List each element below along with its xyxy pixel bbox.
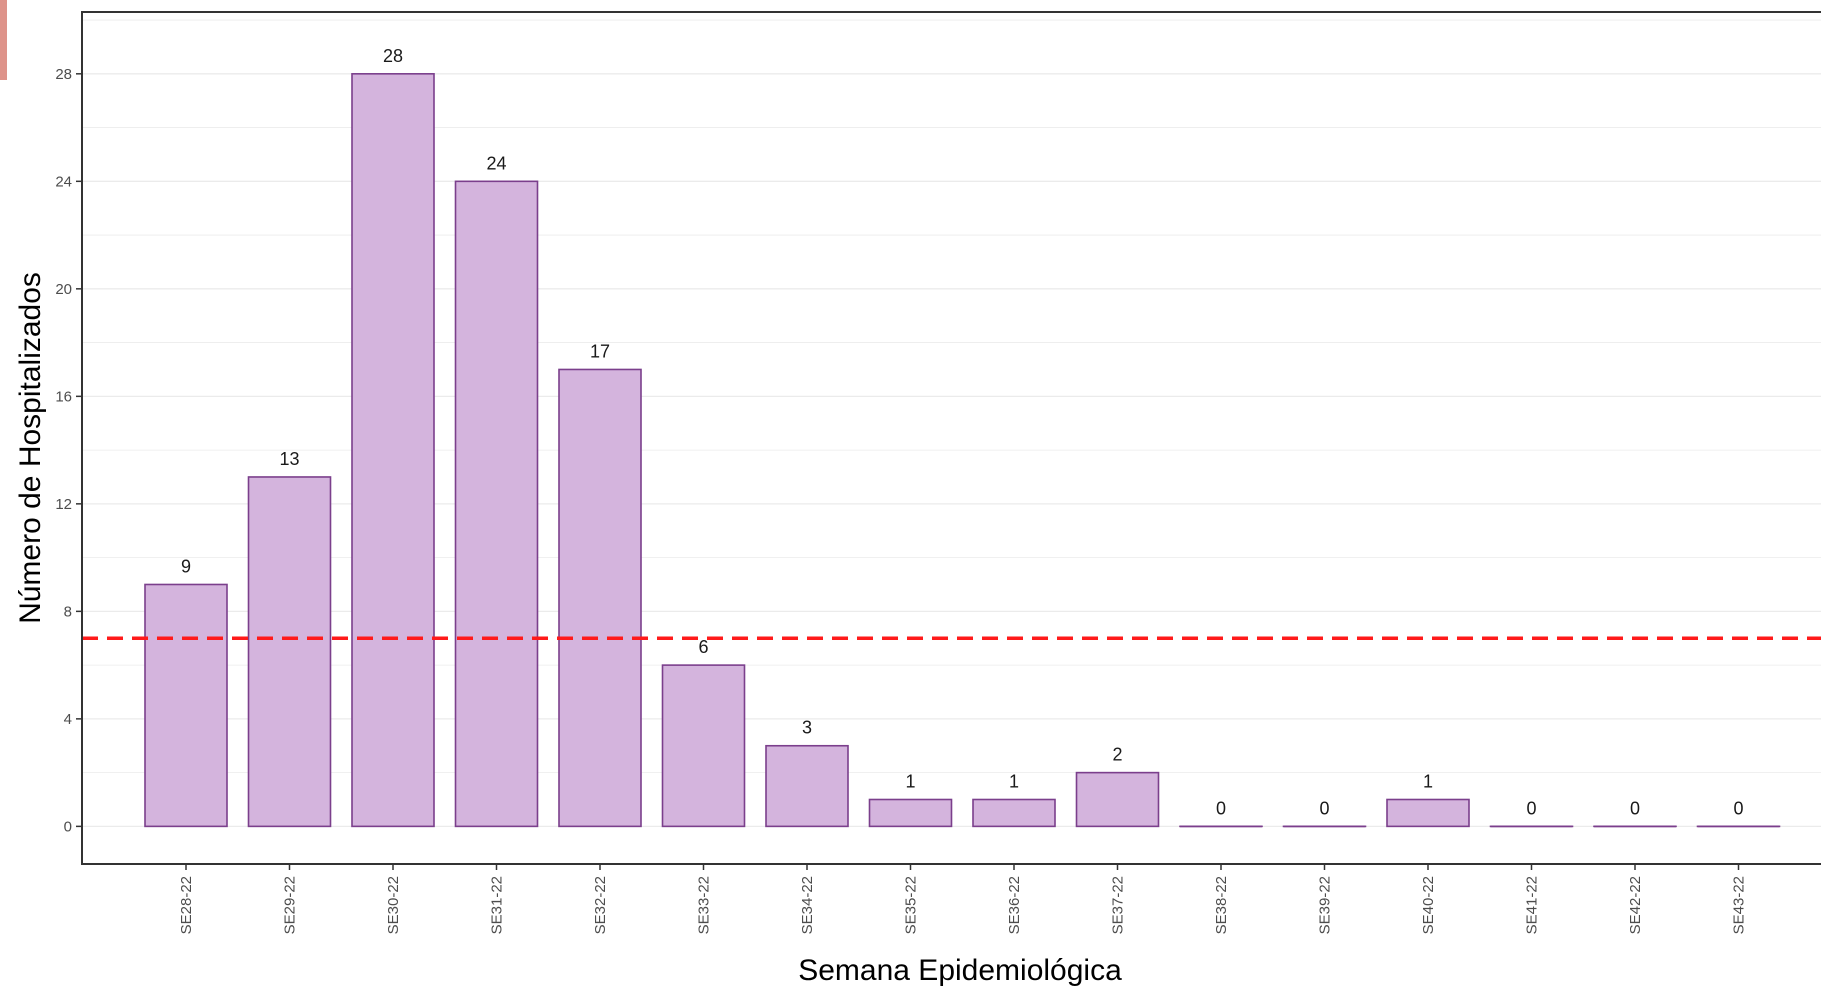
bar-SE37-22: [1077, 773, 1159, 827]
x-tick-label-SE28-22: SE28-22: [178, 876, 195, 934]
x-tick-label-SE33-22: SE33-22: [696, 876, 713, 934]
x-axis-title: Semana Epidemiológica: [798, 954, 1122, 987]
data-label-SE30-22: 28: [383, 46, 403, 66]
y-tick-label: 20: [55, 281, 72, 298]
corner-decoration: [0, 0, 7, 80]
data-label-SE29-22: 13: [279, 449, 299, 469]
bar-SE33-22: [663, 665, 745, 826]
x-tick-label-SE40-22: SE40-22: [1420, 876, 1437, 934]
x-tick-label-SE31-22: SE31-22: [489, 876, 506, 934]
data-label-SE31-22: 24: [486, 153, 506, 173]
data-label-SE43-22: 0: [1733, 798, 1743, 818]
y-tick-label: 28: [55, 66, 72, 83]
x-tick-label-SE41-22: SE41-22: [1524, 876, 1541, 934]
bar-SE29-22: [249, 477, 331, 826]
x-tick-label-SE32-22: SE32-22: [592, 876, 609, 934]
x-tick-label-SE43-22: SE43-22: [1731, 876, 1748, 934]
data-label-SE38-22: 0: [1216, 798, 1226, 818]
data-label-SE32-22: 17: [590, 341, 610, 361]
bar-SE34-22: [766, 746, 848, 827]
bar-SE36-22: [973, 799, 1055, 826]
x-tick-label-SE42-22: SE42-22: [1627, 876, 1644, 934]
x-tick-label-SE29-22: SE29-22: [282, 876, 299, 934]
data-label-SE28-22: 9: [181, 556, 191, 576]
bar-SE40-22: [1387, 799, 1469, 826]
data-label-SE33-22: 6: [698, 637, 708, 657]
data-label-SE41-22: 0: [1526, 798, 1536, 818]
bar-SE31-22: [456, 181, 538, 826]
y-tick-label: 0: [64, 818, 72, 835]
x-tick-label-SE37-22: SE37-22: [1110, 876, 1127, 934]
y-tick-label: 24: [55, 173, 72, 190]
bar-SE30-22: [352, 74, 434, 827]
data-label-SE40-22: 1: [1423, 771, 1433, 791]
bar-SE28-22: [145, 584, 227, 826]
y-tick-label: 8: [64, 603, 72, 620]
data-label-SE39-22: 0: [1319, 798, 1329, 818]
y-tick-label: 4: [64, 711, 72, 728]
data-label-SE42-22: 0: [1630, 798, 1640, 818]
data-label-SE37-22: 2: [1112, 745, 1122, 765]
data-label-SE34-22: 3: [802, 718, 812, 738]
x-tick-label-SE30-22: SE30-22: [385, 876, 402, 934]
x-tick-label-SE35-22: SE35-22: [903, 876, 920, 934]
y-tick-label: 16: [55, 388, 72, 405]
y-tick-label: 12: [55, 496, 72, 513]
x-tick-label-SE38-22: SE38-22: [1213, 876, 1230, 934]
panel-border: [82, 12, 1821, 864]
x-tick-label-SE39-22: SE39-22: [1317, 876, 1334, 934]
y-axis-title: Número de Hospitalizados: [14, 272, 47, 624]
data-label-SE35-22: 1: [905, 771, 915, 791]
bar-SE32-22: [559, 369, 641, 826]
bar-SE35-22: [870, 799, 952, 826]
grid-lines: [82, 20, 1821, 826]
x-tick-label-SE36-22: SE36-22: [1006, 876, 1023, 934]
data-label-SE36-22: 1: [1009, 771, 1019, 791]
x-tick-label-SE34-22: SE34-22: [799, 876, 816, 934]
